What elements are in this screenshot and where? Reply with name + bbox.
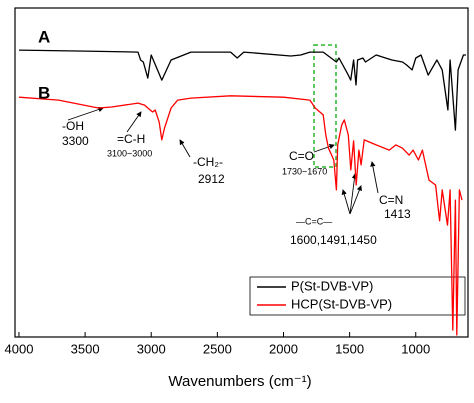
annotation: 3100~3000 (107, 148, 152, 158)
annotation: =C-H (117, 132, 145, 146)
plot-frame (14, 7, 469, 338)
x-tick-label: 1000 (401, 341, 430, 356)
annotation: C=N (379, 193, 403, 207)
annotation: 1413 (384, 207, 411, 221)
x-tick-label: 3500 (71, 341, 100, 356)
x-tick-label: 1500 (335, 341, 364, 356)
arrow (67, 106, 104, 121)
x-tick-label: 2000 (269, 341, 298, 356)
legend-label: P(St-DVB-VP) (291, 278, 373, 293)
annotation: B (38, 83, 50, 102)
annotation: 1600,1491,1450 (290, 233, 377, 247)
legend-box (249, 276, 466, 316)
annotation: C=O (289, 149, 314, 163)
arrow (179, 139, 191, 158)
x-tick-label: 3000 (137, 341, 166, 356)
annotation: -CH₂- (193, 155, 223, 169)
arrow (349, 185, 362, 215)
annotation: 1730~1670 (282, 166, 327, 176)
arrow (370, 161, 379, 194)
arrow (126, 111, 142, 133)
annotation: —C=C— (296, 216, 332, 226)
x-tick-label: 2500 (203, 341, 232, 356)
annotation: 2912 (198, 172, 225, 186)
x-tick-label: 4000 (5, 341, 34, 356)
x-axis-label: Wavenumbers (cm⁻¹) (168, 373, 311, 390)
highlight-box (313, 44, 337, 168)
series-line (18, 49, 466, 131)
annotation: 3300 (62, 134, 89, 148)
annotation: A (38, 27, 50, 46)
arrow (349, 173, 358, 215)
arrow (313, 143, 335, 153)
annotation: -OH (62, 119, 84, 133)
arrows (67, 106, 379, 215)
series-line (18, 95, 463, 336)
legend-label: HCP(St-DVB-VP) (291, 296, 392, 311)
arrow (341, 189, 351, 215)
